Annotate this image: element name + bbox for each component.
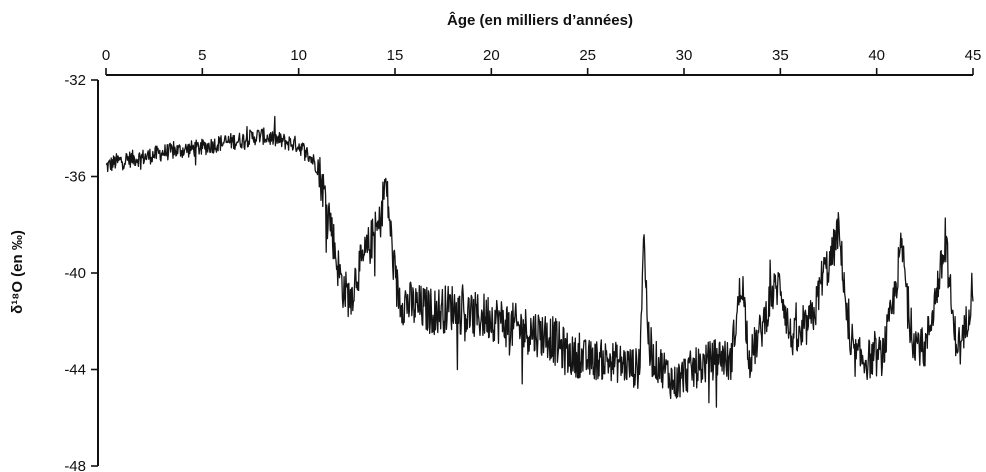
y-axis: -32 -36 -40 -44 -48	[64, 72, 99, 472]
series-group	[105, 115, 974, 408]
x-tick-label: 25	[579, 47, 596, 64]
y-tick-label: -32	[64, 72, 86, 89]
x-tick-label: 20	[483, 47, 500, 64]
x-tick-label: 10	[290, 47, 307, 64]
series-line-0	[105, 115, 974, 408]
y-tick-label: -44	[64, 362, 86, 379]
y-tick-label: -40	[64, 265, 86, 282]
x-tick-label: 15	[387, 47, 404, 64]
y-axis-title: δ¹⁸O (en ‰)	[9, 230, 26, 314]
x-tick-label: 5	[198, 47, 206, 64]
x-tick-label: 45	[965, 47, 982, 64]
y-tick-label: -48	[64, 458, 86, 472]
x-axis: 0 5 10 15 20 25 30 35 40 45	[102, 47, 982, 76]
x-tick-label: 35	[772, 47, 789, 64]
x-tick-label: 0	[102, 47, 110, 64]
x-tick-label: 40	[868, 47, 885, 64]
y-tick-label: -36	[64, 169, 86, 186]
x-tick-label: 30	[676, 47, 693, 64]
x-axis-title: Âge (en milliers d’années)	[447, 11, 633, 29]
